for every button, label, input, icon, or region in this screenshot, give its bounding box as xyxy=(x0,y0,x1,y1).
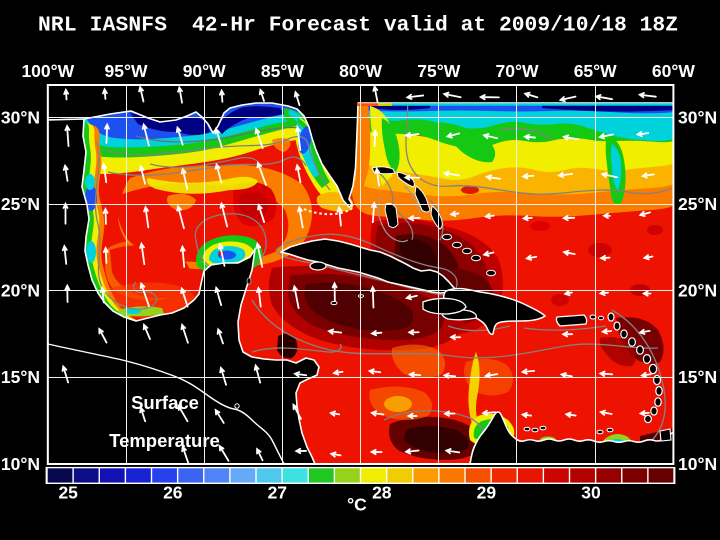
svg-text:25°N: 25°N xyxy=(678,194,717,214)
svg-text:85°W: 85°W xyxy=(261,61,304,81)
svg-text:°C: °C xyxy=(347,495,367,515)
svg-text:Surface: Surface xyxy=(131,392,199,413)
svg-text:30°N: 30°N xyxy=(1,108,40,128)
svg-text:30°N: 30°N xyxy=(678,108,717,128)
svg-text:29: 29 xyxy=(477,483,497,503)
svg-text:15°N: 15°N xyxy=(1,367,40,387)
svg-text:65°W: 65°W xyxy=(574,61,617,81)
svg-text:10°N: 10°N xyxy=(1,454,40,474)
svg-text:90°W: 90°W xyxy=(183,61,226,81)
svg-text:27: 27 xyxy=(268,483,287,503)
svg-text:42-Hr Forecast valid at 2009/1: 42-Hr Forecast valid at 2009/10/18 18Z xyxy=(192,14,678,38)
svg-text:25°N: 25°N xyxy=(1,194,40,214)
svg-text:30: 30 xyxy=(581,483,601,503)
svg-text:15°N: 15°N xyxy=(678,367,717,387)
svg-text:20°N: 20°N xyxy=(678,281,717,301)
svg-text:70°W: 70°W xyxy=(496,61,539,81)
svg-text:80°W: 80°W xyxy=(339,61,382,81)
svg-text:25: 25 xyxy=(58,483,78,503)
svg-text:10°N: 10°N xyxy=(678,454,717,474)
svg-text:20°N: 20°N xyxy=(1,281,40,301)
svg-text:28: 28 xyxy=(372,483,392,503)
svg-text:100°W: 100°W xyxy=(21,61,74,81)
svg-text:75°W: 75°W xyxy=(417,61,460,81)
svg-text:95°W: 95°W xyxy=(105,61,148,81)
svg-text:60°W: 60°W xyxy=(652,61,695,81)
svg-text:NRL IASNFS: NRL IASNFS xyxy=(38,14,167,38)
svg-text:26: 26 xyxy=(163,483,183,503)
svg-text:Temperature: Temperature xyxy=(109,430,220,451)
